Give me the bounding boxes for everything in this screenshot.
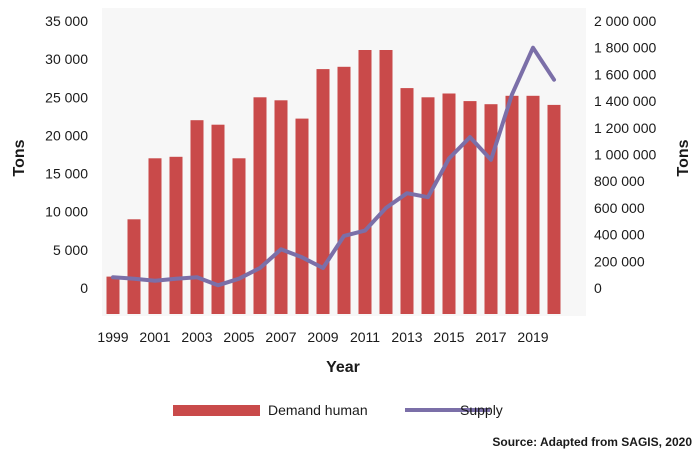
y-left-tick-label: 20 000: [45, 127, 88, 143]
source-note: Source: Adapted from SAGIS, 2020: [492, 435, 692, 449]
left-axis-ticks: 35 000 30 000 25 000 20 000 15 000 10 000 5 00…: [45, 13, 88, 296]
y-axis-left-title: Tons: [11, 139, 28, 176]
x-tick-label: 2013: [391, 329, 422, 345]
legend-label-demand: Demand human: [268, 402, 368, 418]
bar-demand-human: [169, 156, 183, 314]
bar-demand-human: [106, 276, 120, 314]
bar-demand-human: [442, 93, 456, 314]
y-left-tick-label: 10 000: [45, 204, 88, 220]
y-right-tick-label: 1 800 000: [594, 40, 656, 56]
bar-demand-human: [295, 118, 309, 314]
x-tick-label: 2007: [265, 329, 296, 345]
bar-demand-human: [127, 219, 141, 314]
x-tick-label: 2019: [517, 329, 548, 345]
y-right-tick-label: 0: [594, 280, 602, 296]
y-right-tick-label: 800 000: [594, 173, 645, 189]
x-tick-label: 2001: [139, 329, 170, 345]
bar-demand-human: [253, 97, 267, 314]
x-tick-label: 2009: [307, 329, 338, 345]
demand-bars: [106, 50, 561, 315]
y-right-tick-label: 200 000: [594, 253, 645, 269]
bar-demand-human: [337, 66, 351, 314]
x-axis-title: Year: [326, 359, 360, 376]
x-tick-label: 1999: [97, 329, 128, 345]
y-right-tick-label: 1 200 000: [594, 120, 656, 136]
y-left-tick-label: 25 000: [45, 89, 88, 105]
bar-demand-human: [463, 101, 477, 314]
line-supply: [111, 45, 556, 288]
bar-demand-human: [505, 95, 519, 314]
bar-demand-human: [379, 50, 393, 314]
y-right-tick-label: 1 600 000: [594, 66, 656, 82]
bar-demand-human: [484, 104, 498, 314]
legend-swatch-demand: [173, 405, 260, 416]
supply-line-layer: [111, 45, 556, 288]
legend: Demand human Supply: [173, 402, 503, 418]
x-tick-label: 2017: [475, 329, 506, 345]
bar-demand-human: [148, 158, 162, 314]
y-axis-right-title: Tons: [675, 139, 692, 176]
bar-demand-human: [190, 120, 204, 314]
x-tick-label: 2015: [433, 329, 464, 345]
y-left-tick-label: 5 000: [53, 242, 88, 258]
y-left-tick-label: 15 000: [45, 166, 88, 182]
y-left-tick-label: 30 000: [45, 51, 88, 67]
y-right-tick-label: 1 400 000: [594, 93, 656, 109]
bar-demand-human: [232, 158, 246, 314]
y-right-tick-label: 600 000: [594, 200, 645, 216]
y-left-tick-label: 35 000: [45, 13, 88, 29]
x-tick-label: 2005: [223, 329, 254, 345]
y-right-tick-label: 400 000: [594, 227, 645, 243]
bar-demand-human: [421, 97, 435, 314]
y-right-tick-label: 2 000 000: [594, 13, 656, 29]
right-axis-ticks: 2 000 000 1 800 000 1 600 000 1 400 000 1 20…: [594, 13, 656, 296]
bar-demand-human: [400, 88, 414, 314]
bar-demand-human: [274, 100, 288, 314]
legend-label-supply: Supply: [460, 402, 503, 418]
x-axis-ticks: 1999 2001 2003 2005 2007 2009 2011 2013 2015 2017…: [97, 329, 548, 345]
y-left-tick-label: 0: [80, 280, 88, 296]
bar-demand-human: [358, 50, 372, 314]
bar-demand-human: [526, 95, 540, 314]
bar-demand-human: [316, 69, 330, 314]
x-tick-label: 2003: [181, 329, 212, 345]
y-right-tick-label: 1 000 000: [594, 147, 656, 163]
bar-demand-human: [547, 104, 561, 315]
bar-demand-human: [211, 124, 225, 314]
x-tick-label: 2011: [350, 329, 380, 345]
